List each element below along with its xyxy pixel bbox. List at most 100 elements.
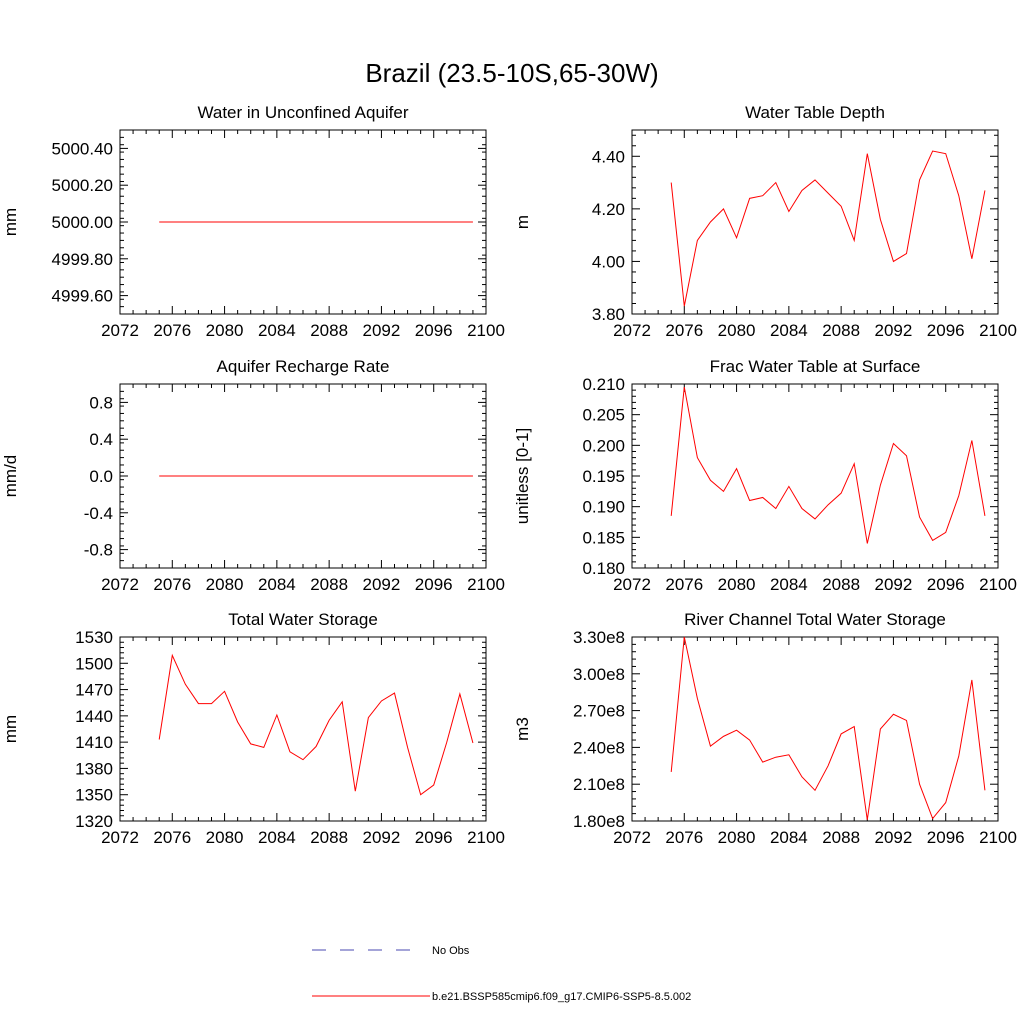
y-tick-label: 4.40: [592, 147, 625, 166]
x-tick-label: 2096: [415, 575, 453, 594]
x-tick-label: 2088: [822, 575, 860, 594]
series-line: [670, 636, 986, 820]
y-tick-label: 0.190: [582, 498, 625, 517]
x-tick-label: 2072: [101, 321, 139, 340]
plot-frame: [631, 129, 999, 315]
x-tick-label: 2076: [153, 828, 191, 847]
legend-model-label: b.e21.BSSP585cmip6.f09_g17.CMIP6-SSP5-8.…: [432, 991, 691, 1003]
x-tick-label: 2072: [613, 828, 651, 847]
chart-title: Frac Water Table at Surface: [710, 357, 921, 376]
legend: No Obs b.e21.BSSP585cmip6.f09_g17.CMIP6-…: [312, 945, 691, 1003]
x-tick-label: 2076: [665, 575, 703, 594]
x-tick-label: 2100: [979, 321, 1017, 340]
y-tick-label: -0.8: [84, 541, 113, 560]
y-tick-label: 0.195: [582, 467, 625, 486]
chart-panel-5: Total Water Storage mm 2072 2076 2080 2084 208…: [1, 610, 505, 847]
x-tick-label: 2084: [770, 321, 808, 340]
y-tick-label: 0.8: [89, 393, 113, 412]
x-tick-label: 2088: [310, 321, 348, 340]
x-tick-label: 2072: [613, 321, 651, 340]
series-line: [670, 386, 986, 544]
x-tick-label: 2096: [927, 828, 965, 847]
y-tick-label: 4999.80: [52, 250, 113, 269]
chart-panel-2: Water Table Depth m 2072 2076 2080 2084 2088 20…: [513, 103, 1017, 340]
y-axis-label: unitless [0-1]: [513, 428, 532, 524]
x-tick-label: 2080: [718, 828, 756, 847]
x-tick-label: 2100: [467, 321, 505, 340]
x-tick-label: 2084: [258, 828, 296, 847]
x-tick-label: 2088: [310, 575, 348, 594]
x-tick-label: 2088: [822, 321, 860, 340]
y-tick-label: 2.70e8: [573, 702, 625, 721]
chart-title: Water Table Depth: [745, 103, 885, 122]
chart-title: Total Water Storage: [228, 610, 378, 629]
x-tick-label: 2088: [822, 828, 860, 847]
x-tick-label: 2080: [206, 321, 244, 340]
x-tick-label: 2088: [310, 828, 348, 847]
y-axis-label: mm: [1, 715, 20, 743]
plot-frame: [631, 636, 999, 822]
y-tick-label: 1530: [75, 628, 113, 647]
x-tick-label: 2072: [101, 828, 139, 847]
x-tick-label: 2084: [258, 321, 296, 340]
x-tick-label: 2096: [415, 321, 453, 340]
plot-frame: [119, 636, 487, 822]
y-tick-label: 0.4: [89, 430, 113, 449]
y-tick-label: 0.185: [582, 528, 625, 547]
x-tick-label: 2100: [467, 575, 505, 594]
x-tick-label: 2096: [927, 321, 965, 340]
y-tick-label: 3.30e8: [573, 628, 625, 647]
plot-frame: [631, 383, 999, 569]
y-tick-label: 1500: [75, 654, 113, 673]
x-tick-label: 2084: [258, 575, 296, 594]
x-tick-label: 2076: [665, 828, 703, 847]
y-axis-label: mm/d: [1, 455, 20, 498]
y-tick-label: 3.00e8: [573, 665, 625, 684]
y-tick-label: 1350: [75, 786, 113, 805]
y-tick-label: 1440: [75, 707, 113, 726]
series-line: [158, 653, 474, 796]
y-tick-label: 1470: [75, 681, 113, 700]
y-tick-label: 1410: [75, 733, 113, 752]
figure-title: Brazil (23.5-10S,65-30W): [365, 58, 658, 88]
y-tick-label: 1.80e8: [573, 812, 625, 831]
chart-title: Water in Unconfined Aquifer: [197, 103, 408, 122]
y-tick-label: 5000.00: [52, 213, 113, 232]
panels-container: Water in Unconfined Aquifer mm 2072 2076 208…: [1, 103, 1017, 847]
x-tick-label: 2096: [415, 828, 453, 847]
y-axis-label: m: [513, 215, 532, 229]
x-tick-label: 2100: [979, 828, 1017, 847]
y-tick-label: 1320: [75, 812, 113, 831]
y-tick-label: 0.200: [582, 436, 625, 455]
y-tick-label: 2.10e8: [573, 775, 625, 794]
y-axis-label: m3: [513, 717, 532, 741]
x-tick-label: 2100: [979, 575, 1017, 594]
chart-title: Aquifer Recharge Rate: [217, 357, 390, 376]
y-tick-label: 4999.60: [52, 287, 113, 306]
x-tick-label: 2072: [101, 575, 139, 594]
x-tick-label: 2076: [665, 321, 703, 340]
x-tick-label: 2080: [206, 575, 244, 594]
y-tick-label: 1380: [75, 759, 113, 778]
x-tick-label: 2092: [363, 575, 401, 594]
x-tick-label: 2072: [613, 575, 651, 594]
x-tick-label: 2100: [467, 828, 505, 847]
series-line: [670, 150, 986, 307]
x-tick-label: 2092: [875, 321, 913, 340]
x-tick-label: 2092: [363, 321, 401, 340]
x-tick-label: 2076: [153, 575, 191, 594]
x-tick-label: 2080: [718, 321, 756, 340]
chart-panel-1: Water in Unconfined Aquifer mm 2072 2076 208…: [1, 103, 505, 340]
x-tick-label: 2092: [363, 828, 401, 847]
y-tick-label: 5000.20: [52, 176, 113, 195]
y-tick-label: 4.20: [592, 200, 625, 219]
y-tick-label: 0.180: [582, 559, 625, 578]
y-tick-label: -0.4: [84, 504, 113, 523]
x-tick-label: 2084: [770, 575, 808, 594]
y-tick-label: 0.210: [582, 375, 625, 394]
x-tick-label: 2092: [875, 828, 913, 847]
y-tick-label: 3.80: [592, 305, 625, 324]
x-tick-label: 2096: [927, 575, 965, 594]
y-tick-label: 0.205: [582, 406, 625, 425]
